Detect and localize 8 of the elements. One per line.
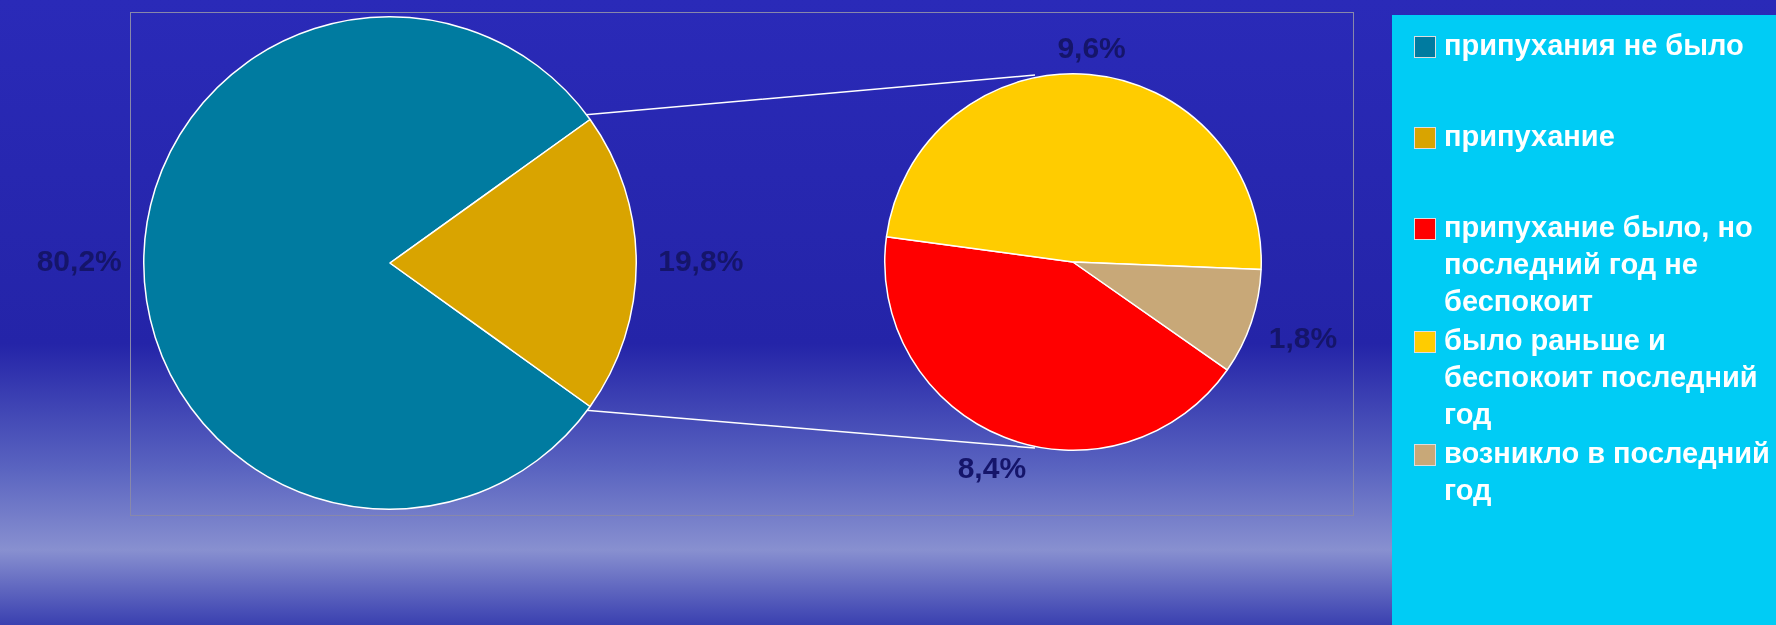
- legend-label: возникло в последний год: [1444, 436, 1771, 508]
- legend-label: припухание: [1444, 119, 1615, 154]
- legend-label: припухания не было: [1444, 28, 1744, 63]
- data-label: 8,4%: [957, 450, 1027, 484]
- data-label: 9,6%: [1057, 30, 1126, 64]
- data-label: 80,2%: [36, 244, 122, 278]
- data-label: 1,8%: [1268, 320, 1338, 354]
- data-label: 19,8%: [658, 244, 744, 278]
